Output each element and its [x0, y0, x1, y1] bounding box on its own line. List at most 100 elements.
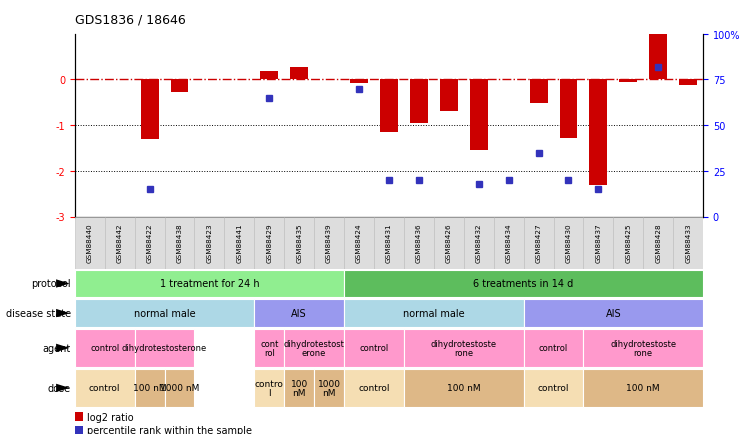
Text: 1000 nM: 1000 nM [160, 384, 199, 392]
Text: control: control [358, 384, 390, 392]
Text: dose: dose [48, 383, 71, 393]
Bar [350, 80, 368, 84]
Bar [254, 369, 284, 407]
Bar [554, 217, 583, 269]
Text: GSM88440: GSM88440 [87, 223, 93, 263]
Bar [260, 72, 278, 80]
Text: 100 nM: 100 nM [133, 384, 166, 392]
Bar [470, 80, 488, 151]
Bar [314, 369, 344, 407]
Bar [410, 80, 428, 124]
Text: 1000
nM: 1000 nM [318, 379, 340, 397]
Text: control: control [90, 344, 120, 352]
Bar [440, 80, 458, 111]
Text: GSM88429: GSM88429 [266, 223, 272, 263]
Bar [434, 217, 464, 269]
Bar [673, 217, 703, 269]
Bar [619, 80, 637, 82]
Text: control: control [89, 384, 120, 392]
Text: GSM88436: GSM88436 [416, 223, 422, 263]
Bar [524, 369, 583, 407]
Text: dihydrotestoste
rone: dihydrotestoste rone [431, 339, 497, 357]
Bar [135, 369, 165, 407]
Text: control: control [539, 344, 568, 352]
Bar [75, 329, 135, 367]
Text: GSM88432: GSM88432 [476, 223, 482, 263]
Bar [254, 217, 284, 269]
Text: control: control [359, 344, 389, 352]
Text: GSM88431: GSM88431 [386, 223, 392, 263]
Text: AIS: AIS [606, 309, 621, 318]
Bar [524, 299, 703, 327]
Text: GSM88430: GSM88430 [565, 223, 571, 263]
Bar [284, 217, 314, 269]
Text: normal male: normal male [134, 309, 195, 318]
Bar [583, 369, 703, 407]
Text: GSM88425: GSM88425 [625, 223, 631, 263]
Bar [404, 369, 524, 407]
Bar [643, 217, 673, 269]
Bar [649, 0, 667, 80]
Bar [165, 369, 194, 407]
Bar [589, 80, 607, 185]
Text: agent: agent [43, 343, 71, 353]
Text: normal male: normal male [403, 309, 465, 318]
Polygon shape [56, 309, 70, 318]
Text: GSM88422: GSM88422 [147, 223, 153, 263]
Bar [344, 329, 404, 367]
Text: GDS1836 / 18646: GDS1836 / 18646 [75, 13, 186, 26]
Text: contro
l: contro l [255, 379, 283, 397]
Bar [380, 80, 398, 133]
Text: 100 nM: 100 nM [627, 384, 660, 392]
Bar [344, 299, 524, 327]
Text: GSM88437: GSM88437 [595, 223, 601, 263]
Bar [374, 217, 404, 269]
Bar [75, 369, 135, 407]
Text: GSM88442: GSM88442 [117, 223, 123, 263]
Bar [75, 426, 82, 434]
Text: GSM88441: GSM88441 [236, 223, 242, 263]
Bar [254, 299, 344, 327]
Bar [135, 329, 194, 367]
Bar [105, 217, 135, 269]
Bar [583, 217, 613, 269]
Bar [284, 329, 344, 367]
Text: GSM88439: GSM88439 [326, 223, 332, 263]
Bar [404, 217, 434, 269]
Text: 1 treatment for 24 h: 1 treatment for 24 h [159, 279, 260, 289]
Bar [194, 217, 224, 269]
Bar [583, 329, 703, 367]
Bar [344, 270, 703, 298]
Bar [524, 329, 583, 367]
Text: 100
nM: 100 nM [290, 379, 308, 397]
Text: dihydrotestost
erone: dihydrotestost erone [283, 339, 345, 357]
Bar [524, 217, 554, 269]
Bar [75, 412, 82, 421]
Text: AIS: AIS [292, 309, 307, 318]
Text: 100 nM: 100 nM [447, 384, 480, 392]
Text: cont
rol: cont rol [260, 339, 278, 357]
Polygon shape [56, 279, 70, 288]
Text: GSM88428: GSM88428 [655, 223, 661, 263]
Bar [613, 217, 643, 269]
Text: GSM88438: GSM88438 [177, 223, 183, 263]
Bar [464, 217, 494, 269]
Bar [290, 68, 308, 80]
Text: dihydrotestoste
rone: dihydrotestoste rone [610, 339, 676, 357]
Text: GSM88427: GSM88427 [536, 223, 542, 263]
Bar [344, 217, 374, 269]
Bar [344, 369, 404, 407]
Text: log2 ratio: log2 ratio [87, 412, 133, 422]
Bar [135, 217, 165, 269]
Bar [75, 299, 254, 327]
Bar [224, 217, 254, 269]
Text: GSM88424: GSM88424 [356, 223, 362, 263]
Bar [679, 80, 697, 86]
Text: GSM88426: GSM88426 [446, 223, 452, 263]
Bar [404, 329, 524, 367]
Text: GSM88435: GSM88435 [296, 223, 302, 263]
Bar [171, 80, 188, 93]
Bar [284, 369, 314, 407]
Bar [75, 270, 344, 298]
Text: GSM88434: GSM88434 [506, 223, 512, 263]
